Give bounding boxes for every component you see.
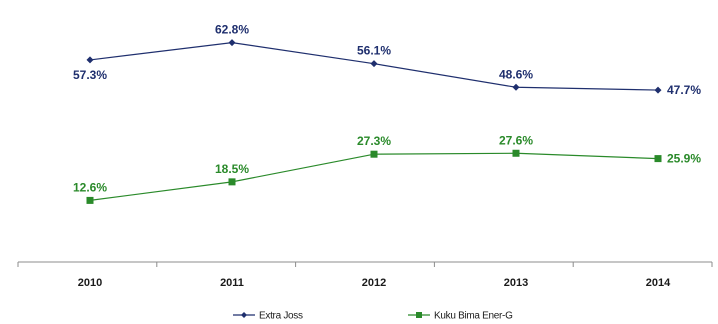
legend-marker	[241, 312, 247, 318]
data-label: 62.8%	[215, 23, 249, 37]
data-label: 47.7%	[667, 83, 701, 97]
x-tick-label: 2014	[646, 277, 671, 289]
data-label: 27.6%	[499, 133, 533, 147]
data-point	[228, 39, 236, 47]
data-point	[512, 83, 520, 91]
data-label: 12.6%	[73, 180, 107, 194]
data-label: 27.3%	[357, 134, 391, 148]
x-tick-label: 2012	[362, 277, 386, 289]
data-point	[512, 149, 520, 157]
data-point	[370, 60, 378, 68]
legend-item-0: Extra Joss	[233, 311, 303, 322]
series-line	[89, 152, 659, 201]
data-label: 25.9%	[667, 152, 701, 166]
x-tick-label: 2013	[504, 277, 528, 289]
data-point	[228, 178, 236, 186]
x-axis: 2010 2011 2012 2013 2014	[17, 261, 713, 289]
data-label: 18.5%	[215, 162, 249, 176]
legend-label: Kuku Bima Ener-G	[434, 311, 513, 322]
data-label: 57.3%	[73, 68, 107, 82]
data-point	[86, 56, 94, 64]
legend-label: Extra Joss	[259, 311, 303, 322]
legend-item-1: Kuku Bima Ener-G	[408, 311, 513, 322]
data-label: 48.6%	[499, 67, 533, 81]
data-point	[370, 150, 378, 158]
x-tick-label: 2011	[220, 277, 244, 289]
legend-marker	[416, 312, 422, 318]
x-tick-label: 2010	[78, 277, 102, 289]
data-point	[654, 155, 662, 163]
series-layer: 57.3% 62.8% 56.1% 48.6% 47.7% 12.6% 18.5% 27.3%…	[73, 23, 701, 204]
data-label: 56.1%	[357, 44, 391, 58]
series-0: 57.3% 62.8% 56.1% 48.6% 47.7%	[73, 23, 701, 97]
legend: Extra Joss Kuku Bima Ener-G	[233, 311, 513, 322]
data-point	[654, 86, 662, 94]
data-point	[86, 196, 94, 204]
series-1: 12.6% 18.5% 27.3% 27.6% 25.9%	[73, 133, 701, 204]
